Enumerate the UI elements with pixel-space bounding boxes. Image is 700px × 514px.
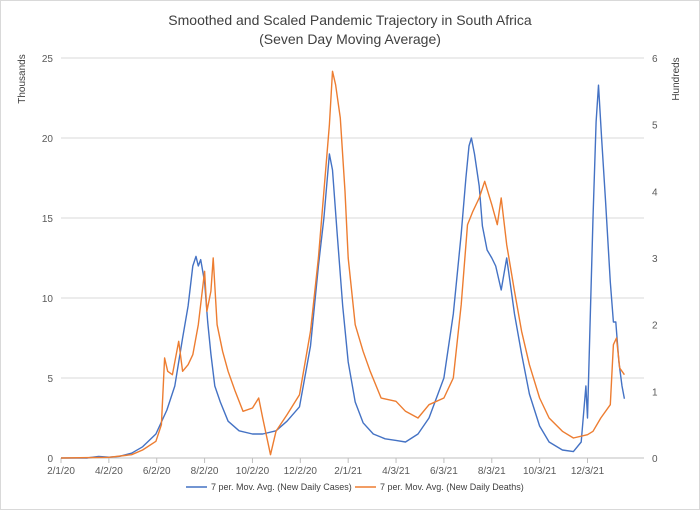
x-tick-label: 2/1/20 — [47, 466, 75, 477]
legend: 7 per. Mov. Avg. (New Daily Cases) 7 per.… — [186, 482, 524, 492]
left-axis-label: Thousands — [17, 54, 28, 103]
cases-series-line — [61, 84, 626, 459]
right-tick-label: 6 — [652, 54, 658, 65]
left-tick-label: 25 — [42, 54, 54, 65]
right-axis-label: Hundreds — [671, 57, 682, 100]
x-tick-label: 12/3/21 — [571, 466, 605, 477]
left-tick-label: 5 — [47, 374, 53, 385]
left-tick-label: 10 — [42, 294, 54, 305]
x-tick-label: 6/3/21 — [430, 466, 458, 477]
right-tick-label: 0 — [652, 454, 658, 465]
x-tick-label: 4/2/20 — [95, 466, 123, 477]
x-tick-label: 8/2/20 — [191, 466, 219, 477]
deaths-series-line — [60, 70, 625, 459]
chart-subtitle: (Seven Day Moving Average) — [259, 31, 441, 47]
legend-label: 7 per. Mov. Avg. (New Daily Deaths) — [380, 482, 524, 492]
gridlines — [61, 57, 644, 459]
right-tick-label: 4 — [652, 187, 658, 198]
x-tick-label: 6/2/20 — [143, 466, 171, 477]
left-tick-label: 15 — [42, 214, 54, 225]
right-tick-label: 5 — [652, 121, 658, 132]
x-tick-label: 10/2/20 — [236, 466, 270, 477]
chart-title: Smoothed and Scaled Pandemic Trajectory … — [168, 12, 532, 28]
axis-ticks: 0 5 10 15 20 25 0 1 2 3 4 5 6 2/1/20 4/2/20 6/2/20 8/2/2… — [42, 54, 658, 477]
right-tick-label: 2 — [652, 321, 658, 332]
left-tick-label: 0 — [47, 454, 53, 465]
legend-label: 7 per. Mov. Avg. (New Daily Cases) — [211, 482, 352, 492]
right-tick-label: 1 — [652, 387, 658, 398]
x-tick-label: 4/3/21 — [382, 466, 410, 477]
left-tick-label: 20 — [42, 134, 54, 145]
x-tick-label: 8/3/21 — [478, 466, 506, 477]
right-tick-label: 3 — [652, 254, 658, 265]
x-tick-label: 10/3/21 — [523, 466, 557, 477]
x-tick-label: 12/2/20 — [284, 466, 318, 477]
series-lines — [60, 70, 626, 459]
x-tick-label: 2/1/21 — [334, 466, 362, 477]
